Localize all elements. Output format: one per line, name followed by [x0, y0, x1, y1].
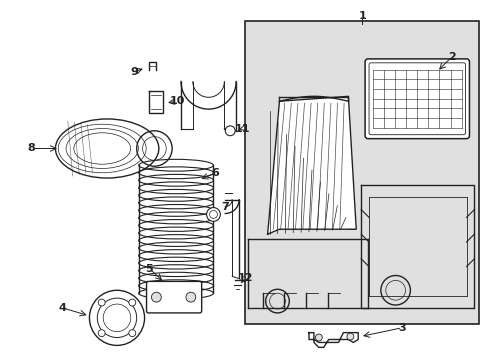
Circle shape: [315, 334, 322, 341]
Bar: [244, 21, 478, 324]
Polygon shape: [267, 96, 356, 234]
Text: 11: 11: [234, 124, 249, 134]
Circle shape: [225, 126, 235, 136]
Circle shape: [129, 330, 136, 337]
Circle shape: [98, 299, 105, 306]
Circle shape: [98, 330, 105, 337]
Text: 5: 5: [145, 264, 153, 274]
Text: 3: 3: [398, 323, 406, 333]
Text: 4: 4: [59, 303, 67, 313]
Text: 6: 6: [211, 168, 219, 178]
Circle shape: [129, 299, 136, 306]
Text: 9: 9: [130, 67, 139, 77]
Text: 2: 2: [447, 52, 455, 62]
Circle shape: [206, 208, 220, 221]
Text: 10: 10: [169, 96, 184, 106]
Circle shape: [346, 333, 353, 340]
FancyBboxPatch shape: [146, 282, 201, 313]
FancyBboxPatch shape: [365, 59, 468, 139]
Text: 7: 7: [221, 202, 229, 212]
Text: 1: 1: [358, 10, 366, 21]
Text: 12: 12: [237, 274, 252, 283]
Circle shape: [185, 292, 195, 302]
Text: 8: 8: [27, 144, 35, 153]
Polygon shape: [308, 333, 358, 347]
Circle shape: [151, 292, 161, 302]
